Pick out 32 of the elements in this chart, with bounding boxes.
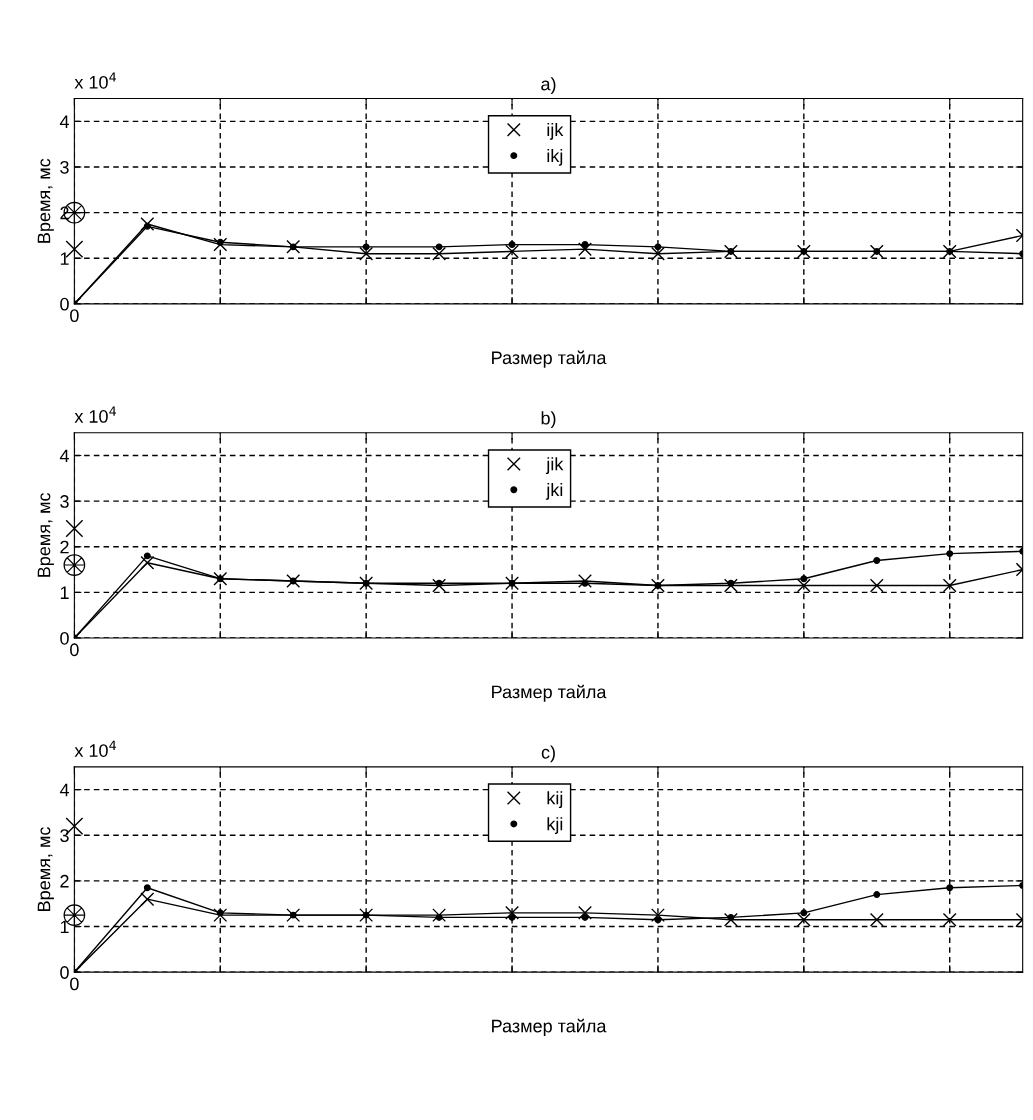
x-axis-title: Размер тайла xyxy=(492,684,607,702)
legend-label: ijk xyxy=(547,123,564,140)
y-tick-label: 2 xyxy=(60,540,69,554)
chart-title: c) xyxy=(541,745,555,763)
legend-label: kij xyxy=(547,791,563,809)
y-tick-label: 4 xyxy=(59,115,69,128)
y-tick-label: 3 xyxy=(60,495,69,508)
y-axis-title: Время, мс xyxy=(37,827,54,911)
y-tick-label: 4 xyxy=(59,449,69,463)
legend-label: jik xyxy=(545,457,564,474)
legend-label: jki xyxy=(545,483,563,500)
chart-title: b) xyxy=(541,411,556,429)
legend-label: ikj xyxy=(547,148,563,166)
y-tick-label: 4 xyxy=(59,783,69,797)
legend-label: kji xyxy=(547,817,563,834)
y-tick-label: 1 xyxy=(60,586,69,599)
x-axis-title: Размер тайла xyxy=(492,1018,607,1036)
y-tick-label: 1 xyxy=(60,920,69,934)
y-tick-label: 3 xyxy=(60,160,69,174)
text: x 10$^{4}$ xyxy=(74,406,117,423)
x-axis-title: Размер тайла xyxy=(492,350,607,368)
text: x 10$^{4}$ xyxy=(74,740,117,757)
y-axis-title: Время, мс xyxy=(37,492,54,577)
text: x 10$^{4}$ xyxy=(74,72,117,89)
y-tick-label: 0 xyxy=(60,297,69,311)
y-tick-label: 2 xyxy=(60,874,69,888)
y-tick-label: 0 xyxy=(60,966,69,979)
y-tick-label: 1 xyxy=(60,252,69,265)
y-axis-title: Время, мс xyxy=(37,158,54,243)
chart-title: a) xyxy=(541,77,556,94)
y-tick-label: 0 xyxy=(60,631,69,645)
y-tick-label: 3 xyxy=(60,829,69,842)
